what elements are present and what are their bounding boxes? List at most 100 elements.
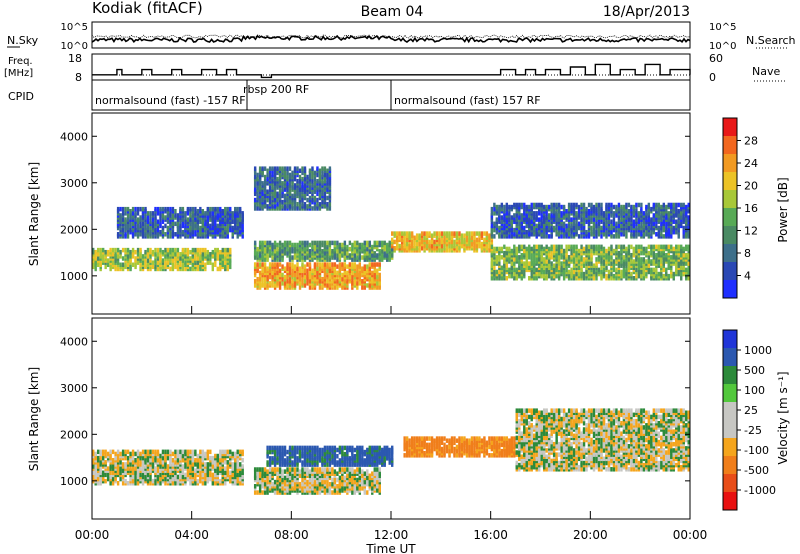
heatmap-cell: [241, 234, 244, 239]
heatmap-cell: [154, 449, 157, 455]
heatmap-cell: [159, 229, 162, 235]
heatmap-cell: [343, 262, 347, 267]
heatmap-cell: [595, 276, 598, 281]
heatmap-cell: [463, 237, 466, 243]
heatmap-cell: [253, 279, 257, 284]
heatmap-cell: [283, 266, 287, 271]
heatmap-cell: [176, 264, 180, 270]
heatmap-cell: [144, 249, 147, 255]
heatmap-cell: [176, 247, 180, 253]
heatmap-cell: [622, 261, 626, 266]
heatmap-cell: [306, 197, 309, 203]
heatmap-cell: [263, 178, 267, 184]
heatmap-cell: [562, 221, 566, 227]
heatmap-cell: [670, 255, 673, 260]
heatmap-cell: [101, 254, 105, 259]
heatmap-cell: [296, 178, 299, 184]
heatmap-cell: [328, 257, 332, 262]
heatmap-cell: [403, 231, 406, 236]
heatmap-cell: [580, 267, 583, 273]
heatmap-cell: [196, 256, 200, 261]
heatmap-cell: [318, 266, 322, 271]
heatmap-cell: [587, 244, 591, 250]
heatmap-cell: [313, 176, 317, 182]
heatmap-cell: [351, 262, 354, 267]
heatmap-cell: [675, 244, 678, 250]
heatmap-cell: [209, 223, 212, 229]
heatmap-cell: [114, 264, 117, 270]
heatmap-cell: [323, 166, 327, 171]
heatmap-cell: [587, 232, 591, 237]
heatmap-cell: [376, 281, 379, 286]
heatmap-cell: [430, 233, 434, 238]
heatmap-cell: [463, 233, 466, 238]
heatmap-cell: [577, 221, 581, 227]
heatmap-cell: [356, 268, 359, 274]
heatmap-cell: [572, 221, 576, 227]
heatmap-cell: [156, 227, 160, 233]
heatmap-cell: [682, 246, 685, 252]
heatmap-cell: [288, 172, 292, 178]
heatmap-cell: [121, 262, 125, 268]
heatmap-cell: [652, 213, 656, 218]
heatmap-cell: [577, 265, 581, 271]
heatmap-cell: [423, 235, 426, 241]
heatmap-cell: [642, 232, 646, 237]
heatmap-cell: [104, 478, 107, 484]
heatmap-cell: [677, 219, 680, 224]
heatmap-cell: [291, 283, 294, 288]
heatmap-cell: [189, 217, 192, 222]
heatmap-cell: [615, 244, 618, 250]
heatmap-cell: [271, 251, 274, 256]
heatmap-cell: [495, 269, 499, 275]
heatmap-cell: [640, 250, 643, 256]
heatmap-cell: [637, 225, 641, 231]
heatmap-cell: [286, 262, 289, 267]
heatmap-cell: [189, 468, 192, 473]
heatmap-cell: [94, 451, 97, 457]
heatmap-cell: [129, 209, 132, 214]
heatmap-cell: [263, 262, 267, 267]
heatmap-cell: [174, 221, 177, 227]
heatmap-cell: [184, 266, 187, 272]
heatmap-cell: [356, 281, 359, 286]
cpid-segment-2: rbsp 200 RF: [243, 83, 309, 96]
heatmap-cell: [209, 256, 212, 261]
heatmap-cell: [291, 270, 294, 276]
heatmap-cell: [276, 166, 279, 171]
heatmap-cell: [109, 449, 112, 455]
heatmap-cell: [630, 244, 633, 250]
heatmap-cell: [547, 204, 551, 210]
heatmap-cell: [672, 213, 675, 218]
heatmap-cell: [630, 271, 633, 277]
heatmap-cell: [582, 271, 586, 277]
heatmap-cell: [301, 268, 304, 274]
heatmap-cell: [171, 451, 175, 457]
heatmap-cell: [121, 474, 125, 480]
heatmap-cell: [660, 213, 663, 218]
heatmap-cell: [239, 206, 242, 212]
heatmap-cell: [508, 234, 511, 239]
heatmap-cell: [268, 187, 272, 192]
heatmap-cell: [191, 449, 195, 455]
heatmap-cell: [455, 245, 459, 251]
heatmap-cell: [660, 204, 663, 210]
heatmap-cell: [538, 217, 541, 222]
heatmap-cell: [453, 243, 456, 249]
heatmap-cell: [186, 468, 190, 473]
heatmap-cell: [635, 202, 638, 208]
heatmap-cell: [224, 217, 227, 222]
heatmap-cell: [627, 265, 631, 271]
heatmap-cell: [490, 259, 494, 264]
heatmap-cell: [186, 217, 190, 222]
heatmap-cell: [154, 252, 157, 257]
heatmap-cell: [353, 249, 357, 254]
heatmap-cell: [410, 239, 414, 245]
heatmap-cell: [161, 449, 165, 455]
heatmap-cell: [552, 202, 556, 208]
heatmap-cell: [670, 227, 673, 233]
heatmap-cell: [216, 223, 219, 229]
heatmap-cell: [276, 242, 279, 248]
heatmap-cell: [146, 215, 150, 220]
heatmap-cell: [513, 232, 516, 237]
